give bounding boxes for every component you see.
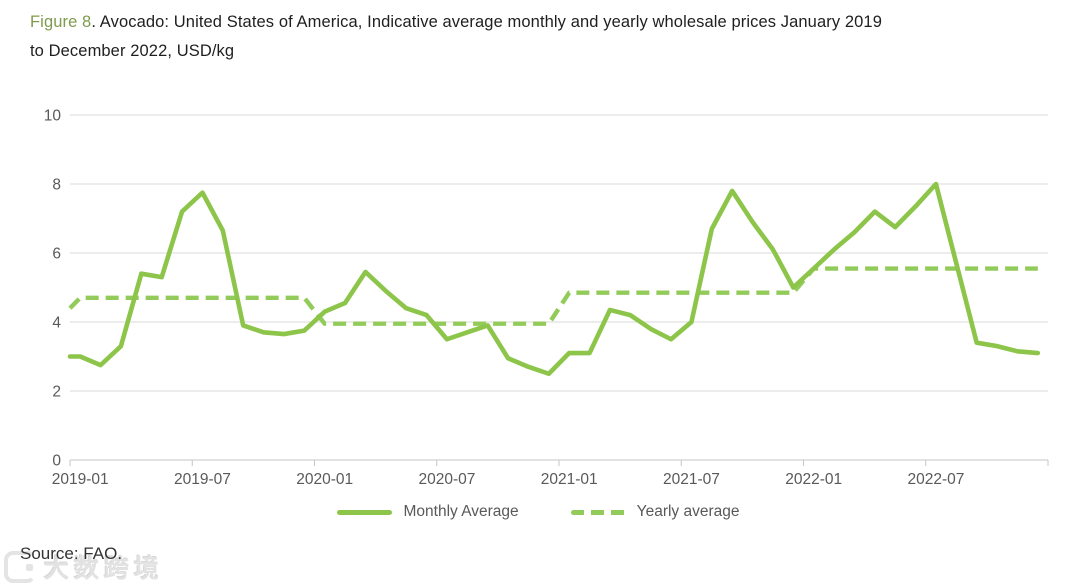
x-axis-tick-label: 2022-07 [907, 471, 964, 488]
chart-canvas: 0 2 4 6 8 10 2019-01 2019-07 2020-01 2020-07 2021-… [44, 108, 1049, 488]
y-axis-tick-label: 8 [52, 177, 61, 194]
y-axis-tick-label: 4 [52, 315, 61, 332]
y-axis-tick-label: 6 [52, 246, 61, 263]
legend-monthly-label: Monthly Average [403, 503, 519, 520]
watermark-logo-icon [4, 551, 36, 583]
x-axis-tick-label: 2019-07 [174, 471, 231, 488]
legend-item-monthly: Monthly Average [337, 503, 519, 521]
yearly-line-swatch [570, 509, 626, 515]
y-axis-tick-label: 2 [52, 384, 61, 401]
figure-number: Figure 8 [30, 13, 92, 31]
figure-title-text-line1: . Avocado: United States of America, Ind… [91, 13, 882, 31]
y-axis-tick-label: 0 [52, 453, 61, 470]
x-axis-tick-label: 2020-07 [418, 471, 475, 488]
x-axis-tick-label: 2022-01 [785, 471, 842, 488]
legend-item-yearly: Yearly average [570, 503, 740, 521]
x-axis-tick-label: 2019-01 [52, 471, 109, 488]
x-axis-tick-label: 2021-01 [541, 471, 598, 488]
legend-yearly-label: Yearly average [636, 503, 740, 520]
source-note: Source: FAO. [20, 544, 123, 563]
figure-title-text-line2: to December 2022, USD/kg [30, 42, 235, 60]
x-axis-tick-label: 2021-07 [663, 471, 720, 488]
monthly-average-line [67, 181, 1041, 377]
yearly-average-line [68, 266, 1038, 326]
figure-title: Figure 8. Avocado: United States of Amer… [30, 8, 1055, 66]
monthly-line-swatch [337, 509, 393, 515]
chart-legend: Monthly Average Yearly average [0, 503, 1077, 521]
watermark-text: 大数跨境 [44, 555, 165, 583]
x-axis-tick-label: 2020-01 [296, 471, 353, 488]
y-axis-tick-label: 10 [44, 108, 62, 125]
watermark: 大数跨境 [4, 549, 164, 585]
